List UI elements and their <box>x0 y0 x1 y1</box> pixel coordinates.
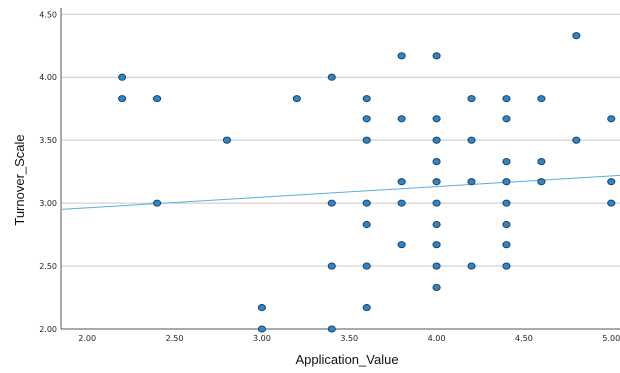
data-point <box>537 95 546 103</box>
data-point <box>222 136 232 144</box>
data-point <box>362 220 371 229</box>
data-point <box>153 199 162 207</box>
axes <box>60 8 620 330</box>
data-point <box>502 220 511 229</box>
data-point <box>607 115 616 123</box>
y-tick-label: 2.50 <box>39 262 57 271</box>
x-tick-label: 3.50 <box>340 334 358 343</box>
data-point <box>502 241 511 249</box>
data-point <box>467 178 476 186</box>
data-point <box>257 325 266 333</box>
data-point <box>257 304 266 312</box>
data-point <box>362 136 371 144</box>
data-point <box>537 178 546 186</box>
x-axis-title: Application_Value <box>295 352 398 367</box>
data-point <box>607 199 616 207</box>
fit-line <box>60 174 620 210</box>
data-point <box>397 52 406 60</box>
data-point <box>397 241 406 249</box>
y-tick-label: 3.50 <box>39 136 57 145</box>
x-tick-label: 2.50 <box>166 334 184 343</box>
x-tick-label: 4.50 <box>515 334 533 343</box>
data-point <box>432 158 441 166</box>
y-axis-title: Turnover_Scale <box>12 134 27 225</box>
data-point <box>432 136 441 144</box>
data-point <box>397 178 406 186</box>
gridlines <box>61 13 620 330</box>
data-point <box>502 178 511 186</box>
x-tick-label: 3.00 <box>253 334 271 343</box>
data-point <box>432 241 441 249</box>
data-point <box>118 73 127 81</box>
data-point <box>327 262 336 270</box>
data-point <box>432 199 441 207</box>
data-point <box>362 95 371 103</box>
y-tick-label: 4.00 <box>39 73 57 82</box>
data-point <box>572 32 581 40</box>
data-point <box>467 95 476 103</box>
data-point <box>362 262 371 270</box>
data-point <box>432 283 441 292</box>
data-point <box>327 73 336 81</box>
data-point <box>572 136 581 144</box>
data-point <box>397 199 406 207</box>
data-point <box>502 95 511 103</box>
fit-line-layer <box>60 174 620 210</box>
data-point <box>362 199 371 207</box>
y-tick-label: 4.50 <box>39 10 57 19</box>
data-point <box>327 199 336 207</box>
data-point <box>153 95 162 103</box>
data-point <box>502 262 511 270</box>
data-point <box>432 262 441 270</box>
x-tick-label: 5.00 <box>602 334 620 343</box>
data-point <box>432 178 441 186</box>
data-point <box>118 95 127 103</box>
data-point <box>397 115 406 123</box>
data-point <box>502 115 511 123</box>
data-point <box>537 158 546 166</box>
data-point <box>432 115 441 123</box>
data-point <box>432 52 441 60</box>
data-point <box>467 136 476 144</box>
x-tick-label: 4.00 <box>428 334 446 343</box>
y-tick-label: 2.00 <box>39 325 57 334</box>
data-point <box>467 262 476 270</box>
data-point <box>362 304 371 312</box>
data-point <box>362 115 371 123</box>
data-points <box>118 32 616 333</box>
data-point <box>292 95 301 103</box>
data-point <box>607 178 616 186</box>
x-tick-label: 2.00 <box>78 334 96 343</box>
data-point <box>432 220 441 229</box>
tick-labels: 2.00 2.50 3.00 3.50 4.00 4.50 2.00 2.50 3.00 3.50… <box>39 10 620 343</box>
data-point <box>327 325 336 333</box>
data-point <box>502 199 511 207</box>
data-point <box>502 158 511 166</box>
y-tick-label: 3.00 <box>39 199 57 208</box>
